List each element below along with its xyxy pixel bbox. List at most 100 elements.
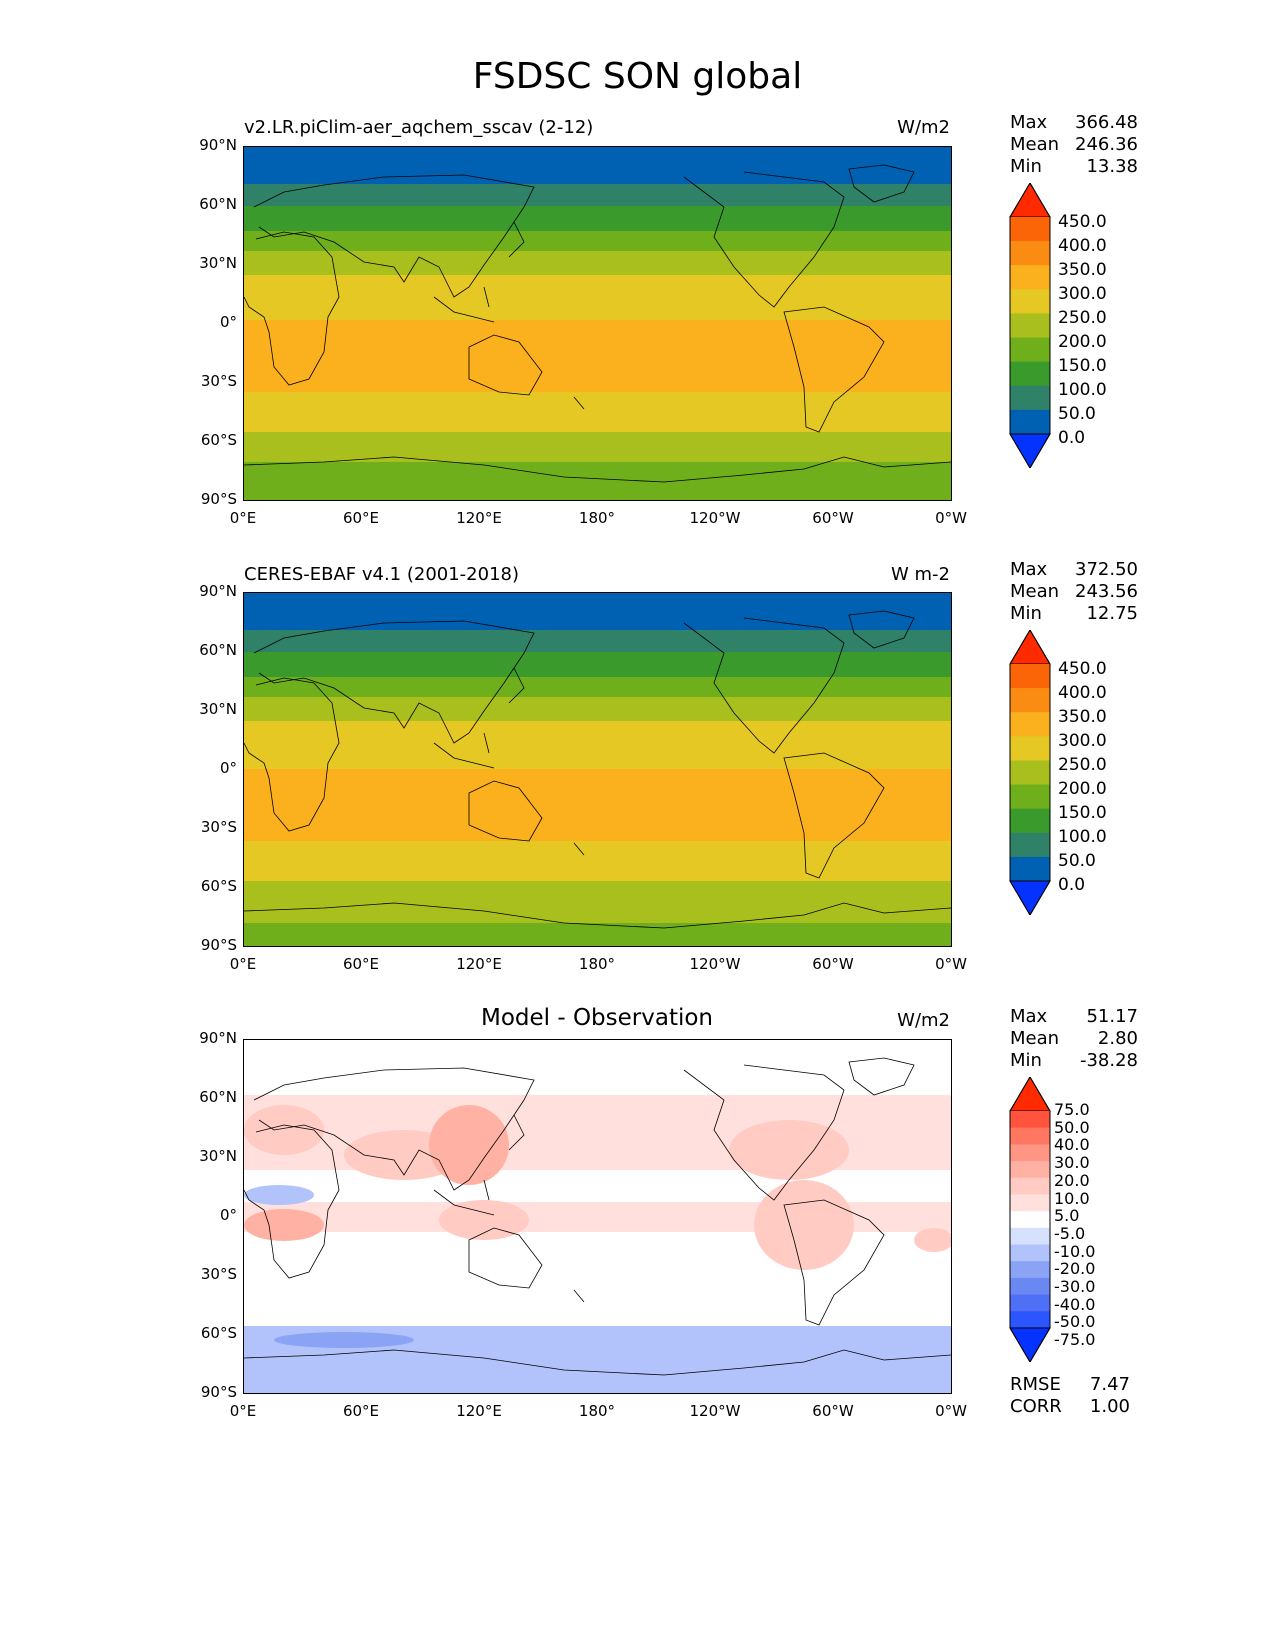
panel1-units: W/m2 [897, 117, 950, 138]
stat-label: RMSE [1010, 1374, 1061, 1395]
band [244, 320, 951, 392]
y-tick-label: 60°S [200, 431, 237, 449]
stat-label: Mean [1010, 581, 1060, 602]
colorbar-label: 150.0 [1058, 356, 1107, 376]
stat-value: 246.36 [1075, 134, 1138, 155]
stat-label: CORR [1010, 1396, 1062, 1417]
colorbar-segment [1010, 1111, 1050, 1129]
y-tick-label: 60°S [200, 877, 237, 895]
stat-label: Min [1010, 156, 1042, 177]
colorbar-segment [1010, 1177, 1050, 1195]
colorbar-extend-max [1009, 183, 1051, 218]
x-tick-label: 0°W [935, 509, 967, 527]
colorbar-label: 40.0 [1054, 1135, 1090, 1155]
colorbar-extend-min [1009, 1327, 1051, 1362]
stat-value: 372.50 [1075, 559, 1138, 580]
band [244, 147, 951, 184]
colorbar-label: 300.0 [1058, 284, 1107, 304]
colorbar-label: 250.0 [1058, 755, 1107, 775]
colorbar-extend-min [1009, 433, 1051, 468]
anomaly [729, 1120, 849, 1180]
colorbar-segment [1010, 1294, 1050, 1312]
colorbar-segment [1010, 784, 1050, 810]
band [244, 231, 951, 251]
stat-value: 13.38 [1086, 156, 1138, 177]
colorbar-segment [1010, 1311, 1050, 1329]
stat-value: 1.00 [1089, 1396, 1130, 1417]
panel3-stats: Max 51.17 Mean 2.80 Min -38.28 [1010, 1006, 1138, 1072]
anomaly [754, 1180, 854, 1270]
colorbar-label: 150.0 [1058, 803, 1107, 823]
y-tick-label: 90°N [199, 136, 237, 154]
colorbar-segment [1010, 337, 1050, 363]
colorbar-segment [1010, 265, 1050, 290]
colorbar-label: -10.0 [1054, 1241, 1096, 1261]
stat-value: 366.48 [1075, 112, 1138, 133]
y-tick-label: 90°S [200, 1383, 237, 1401]
panel3-units: W/m2 [897, 1010, 950, 1031]
stat-value: -38.28 [1079, 1050, 1138, 1071]
colorbar-segment [1010, 712, 1050, 737]
x-tick-label: 120°W [689, 955, 741, 973]
band [244, 593, 951, 630]
stat-value: 243.56 [1075, 581, 1138, 602]
colorbar-label: -75.0 [1054, 1330, 1096, 1350]
anomaly [244, 1209, 324, 1241]
panel2-units: W m-2 [890, 564, 950, 585]
anomaly [439, 1200, 529, 1240]
y-tick-label: 90°S [200, 936, 237, 954]
colorbar-segment [1010, 1194, 1050, 1212]
colorbar-label: -50.0 [1054, 1312, 1096, 1332]
colorbar-segment [1010, 361, 1050, 387]
colorbar-segment [1010, 1211, 1050, 1229]
colorbar-label: 10.0 [1054, 1188, 1090, 1208]
colorbar-segment [1010, 736, 1050, 761]
panel2-map [243, 592, 952, 947]
x-tick-label: 60°E [342, 1402, 380, 1420]
colorbar-label: 20.0 [1054, 1170, 1090, 1190]
y-tick-label: 30°S [200, 818, 237, 836]
y-tick-label: 0° [219, 1206, 237, 1224]
colorbar-label: -40.0 [1054, 1294, 1096, 1314]
colorbar-segment [1010, 1227, 1050, 1246]
panel2-title: CERES-EBAF v4.1 (2001-2018) [244, 564, 520, 585]
band [244, 652, 951, 677]
panel1-map [243, 146, 952, 501]
colorbar-segment [1010, 409, 1050, 435]
x-tick-label: 60°W [812, 955, 854, 973]
x-tick-label: 0°E [229, 955, 257, 973]
colorbar-segment [1010, 385, 1050, 411]
y-tick-label: 60°N [199, 1088, 237, 1106]
panel1-title: v2.LR.piClim-aer_aqchem_sscav (2-12) [244, 117, 594, 138]
x-tick-label: 0°E [229, 509, 257, 527]
band [244, 697, 951, 721]
x-tick-label: 120°W [689, 1402, 741, 1420]
colorbar-label: 100.0 [1058, 380, 1107, 400]
x-tick-label: 120°E [456, 509, 502, 527]
band [244, 432, 951, 462]
stat-value: 7.47 [1089, 1374, 1130, 1395]
y-tick-label: 30°S [200, 372, 237, 390]
colorbar-label: 50.0 [1058, 851, 1096, 871]
x-tick-label: 180° [578, 955, 616, 973]
anomaly [244, 1105, 324, 1155]
band [244, 392, 951, 432]
main-title: FSDSC SON global [472, 56, 803, 97]
colorbar-label: 350.0 [1058, 260, 1107, 280]
colorbar-segment [1010, 241, 1050, 266]
panel2-field [244, 593, 951, 946]
x-tick-label: 60°W [812, 509, 854, 527]
colorbar-label: 300.0 [1058, 731, 1107, 751]
y-tick-label: 90°N [199, 1029, 237, 1047]
band [244, 677, 951, 697]
colorbar-segment [1010, 313, 1050, 339]
panel2-colorbar [1009, 630, 1051, 915]
colorbar-outline [1009, 630, 1051, 915]
colorbar-label: 0.0 [1058, 875, 1086, 895]
y-tick-label: 0° [219, 313, 237, 331]
stat-label: Mean [1010, 1028, 1060, 1049]
stat-value: 51.17 [1086, 1006, 1138, 1027]
colorbar-label: 450.0 [1058, 659, 1107, 679]
colorbar-segment [1010, 808, 1050, 834]
x-tick-label: 0°W [935, 1402, 967, 1420]
